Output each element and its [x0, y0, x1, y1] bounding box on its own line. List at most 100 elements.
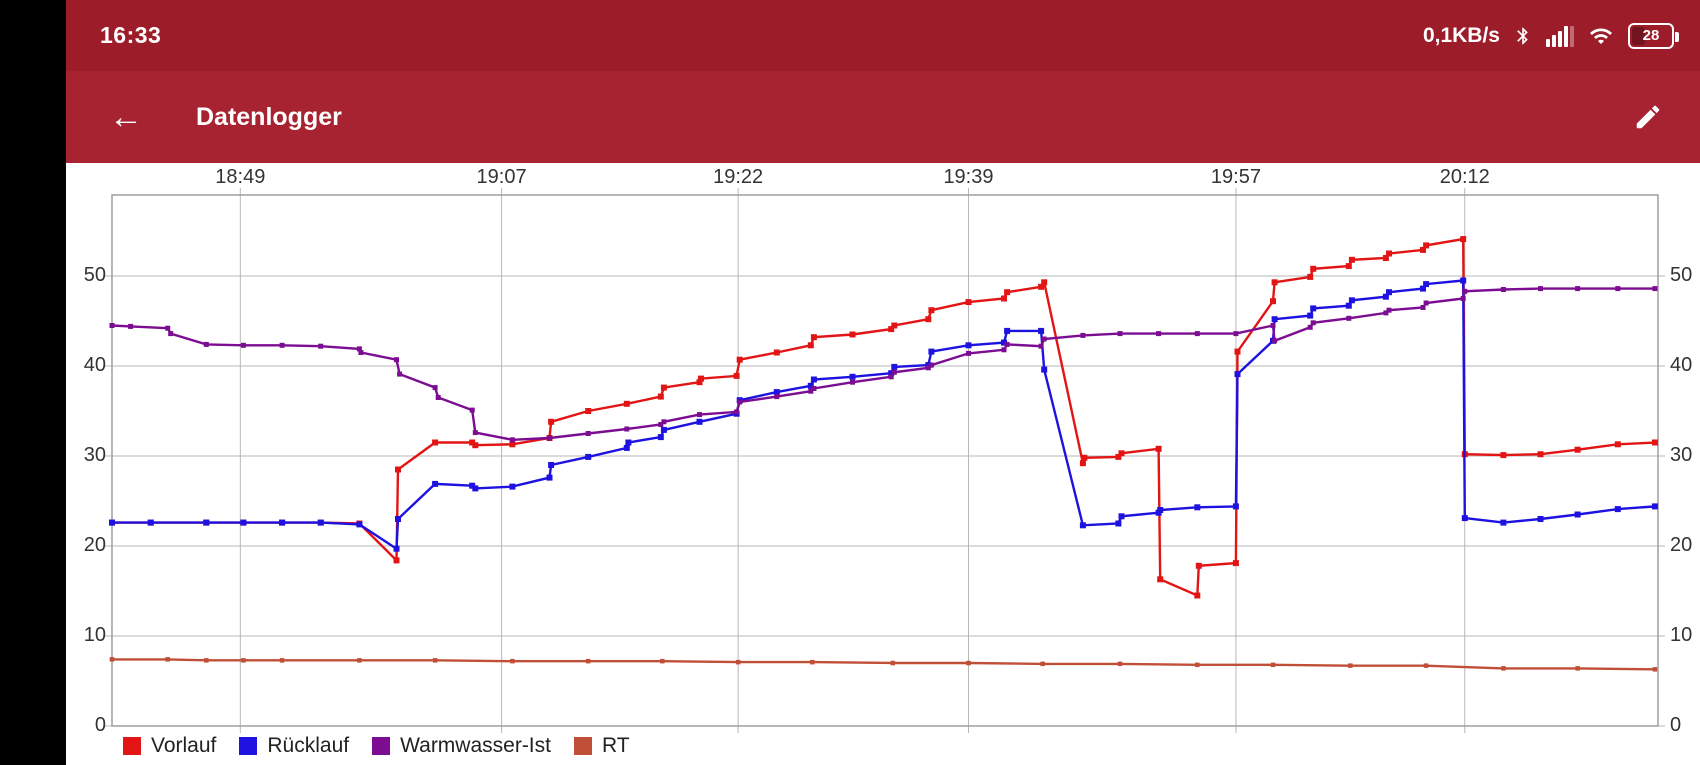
data-point	[1232, 560, 1239, 567]
data-point	[1233, 331, 1239, 337]
battery-fill	[1632, 26, 1645, 45]
data-point	[585, 453, 592, 460]
data-point	[888, 370, 895, 377]
data-point	[810, 659, 815, 665]
data-point	[168, 331, 174, 337]
data-point	[432, 480, 439, 487]
data-point	[1423, 242, 1430, 249]
data-point	[1157, 507, 1164, 513]
data-point	[1272, 338, 1278, 344]
battery-icon: 28	[1628, 22, 1679, 49]
data-point	[1460, 296, 1466, 301]
data-point	[1614, 441, 1621, 448]
data-point	[510, 658, 515, 664]
data-point	[1420, 246, 1426, 253]
data-point	[774, 394, 780, 400]
legend-swatch	[573, 736, 592, 755]
data-point	[1079, 522, 1086, 529]
data-point	[888, 326, 895, 333]
data-point	[1348, 256, 1355, 263]
data-point	[891, 363, 898, 370]
data-point	[1157, 576, 1164, 583]
data-point	[661, 419, 667, 425]
data-point	[1001, 347, 1007, 353]
data-point	[735, 659, 741, 665]
data-point	[394, 357, 399, 363]
status-bar: 16:33 0,1KB/s 28	[66, 0, 1700, 71]
data-point	[966, 350, 971, 356]
data-point	[1307, 324, 1313, 330]
x-axis-label: 19:39	[943, 166, 994, 188]
data-point	[928, 348, 935, 355]
data-point	[660, 384, 667, 391]
data-point	[1423, 663, 1429, 668]
data-point	[624, 426, 630, 432]
data-point	[697, 412, 702, 418]
x-axis-label: 19:57	[1210, 166, 1261, 188]
data-point	[810, 334, 817, 341]
data-point	[807, 342, 814, 349]
data-point	[928, 362, 934, 368]
data-point	[773, 389, 780, 396]
wifi-icon	[1587, 24, 1615, 48]
data-point	[1004, 341, 1010, 347]
data-point	[317, 519, 324, 526]
data-point	[1310, 265, 1317, 272]
data-point	[1270, 298, 1276, 305]
data-point	[1614, 506, 1621, 513]
data-point	[965, 299, 972, 306]
data-point	[1155, 445, 1162, 452]
data-point	[928, 307, 935, 314]
data-point	[1574, 446, 1581, 453]
y-axis-label-left: 50	[83, 264, 106, 286]
data-point	[658, 422, 664, 427]
x-axis-label: 19:07	[476, 166, 527, 188]
data-point	[1310, 305, 1317, 312]
page-title: Datenlogger	[196, 102, 342, 131]
clock: 16:33	[100, 22, 162, 48]
data-point	[1346, 315, 1352, 321]
data-point	[1004, 327, 1011, 334]
data-point	[469, 407, 475, 413]
data-point	[546, 474, 553, 481]
data-point	[1615, 286, 1621, 292]
data-point	[147, 519, 154, 526]
data-point	[548, 462, 555, 468]
data-point	[1420, 305, 1426, 310]
data-point	[395, 466, 401, 473]
data-point	[356, 521, 363, 528]
chart-canvas[interactable]	[105, 188, 1665, 733]
data-point	[1040, 661, 1045, 667]
y-axis-label-right: 50	[1670, 264, 1693, 286]
back-button[interactable]: ←	[102, 93, 150, 141]
y-axis-label-right: 0	[1670, 714, 1682, 736]
data-point	[891, 369, 897, 375]
data-point	[585, 408, 592, 414]
x-axis-label: 19:22	[713, 166, 764, 188]
data-point	[1537, 451, 1544, 458]
edit-button[interactable]	[1624, 93, 1672, 141]
data-point	[1004, 289, 1011, 296]
series-line-Vorlauf	[112, 237, 1655, 598]
data-point	[585, 658, 591, 664]
data-point	[1345, 302, 1352, 309]
data-point	[279, 519, 286, 526]
data-point	[810, 376, 817, 383]
data-point	[1195, 562, 1202, 569]
y-axis-label-right: 20	[1670, 534, 1693, 556]
data-point	[811, 386, 817, 391]
data-point	[203, 341, 209, 347]
series-line-Rücklauf	[112, 279, 1655, 551]
legend-swatch	[123, 736, 141, 755]
data-point	[733, 372, 740, 379]
data-point	[1038, 327, 1045, 334]
bluetooth-icon	[1513, 23, 1533, 49]
data-point	[1195, 662, 1200, 668]
data-point	[432, 658, 438, 663]
data-point	[165, 325, 171, 331]
data-point	[1310, 320, 1316, 326]
y-axis-label-left: 0	[94, 714, 106, 736]
legend-item: Vorlauf	[123, 734, 216, 758]
legend-label: RT	[601, 733, 630, 757]
data-point	[469, 439, 476, 446]
